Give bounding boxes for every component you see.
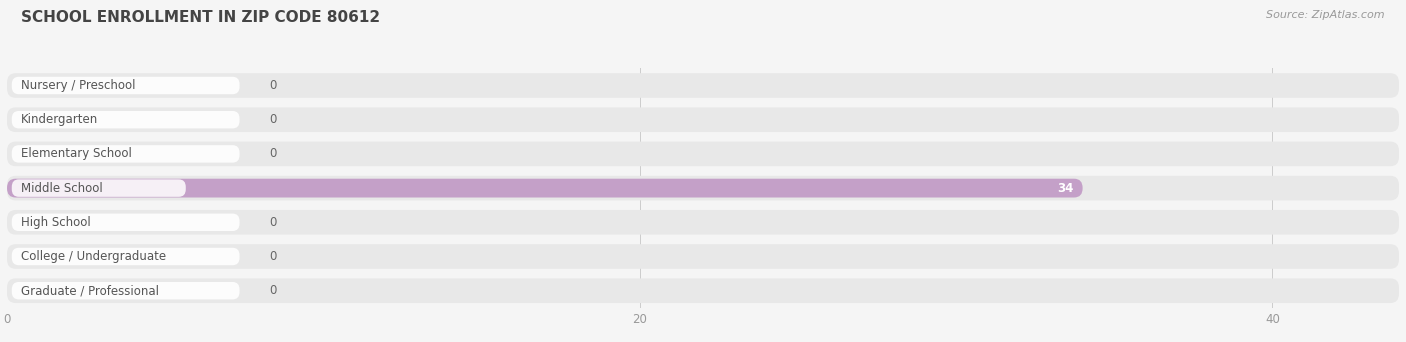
Text: Middle School: Middle School: [21, 182, 103, 195]
FancyBboxPatch shape: [7, 142, 1399, 166]
FancyBboxPatch shape: [11, 282, 239, 300]
Text: Source: ZipAtlas.com: Source: ZipAtlas.com: [1267, 10, 1385, 20]
Text: 0: 0: [270, 147, 277, 160]
FancyBboxPatch shape: [7, 73, 1399, 98]
Text: High School: High School: [21, 216, 91, 229]
FancyBboxPatch shape: [11, 179, 186, 197]
FancyBboxPatch shape: [7, 210, 1399, 235]
FancyBboxPatch shape: [11, 111, 239, 129]
Text: Elementary School: Elementary School: [21, 147, 132, 160]
Text: 0: 0: [270, 216, 277, 229]
FancyBboxPatch shape: [7, 176, 1399, 200]
Text: Kindergarten: Kindergarten: [21, 113, 98, 126]
FancyBboxPatch shape: [11, 248, 239, 265]
Text: Graduate / Professional: Graduate / Professional: [21, 284, 159, 297]
FancyBboxPatch shape: [7, 278, 1399, 303]
FancyBboxPatch shape: [11, 145, 239, 162]
Text: 34: 34: [1057, 182, 1073, 195]
Text: 0: 0: [270, 250, 277, 263]
FancyBboxPatch shape: [7, 179, 1083, 198]
Text: Nursery / Preschool: Nursery / Preschool: [21, 79, 136, 92]
FancyBboxPatch shape: [11, 213, 239, 231]
Text: 0: 0: [270, 79, 277, 92]
FancyBboxPatch shape: [11, 77, 239, 94]
FancyBboxPatch shape: [7, 107, 1399, 132]
FancyBboxPatch shape: [7, 244, 1399, 269]
Text: College / Undergraduate: College / Undergraduate: [21, 250, 166, 263]
Text: SCHOOL ENROLLMENT IN ZIP CODE 80612: SCHOOL ENROLLMENT IN ZIP CODE 80612: [21, 10, 380, 25]
Text: 0: 0: [270, 113, 277, 126]
Text: 0: 0: [270, 284, 277, 297]
